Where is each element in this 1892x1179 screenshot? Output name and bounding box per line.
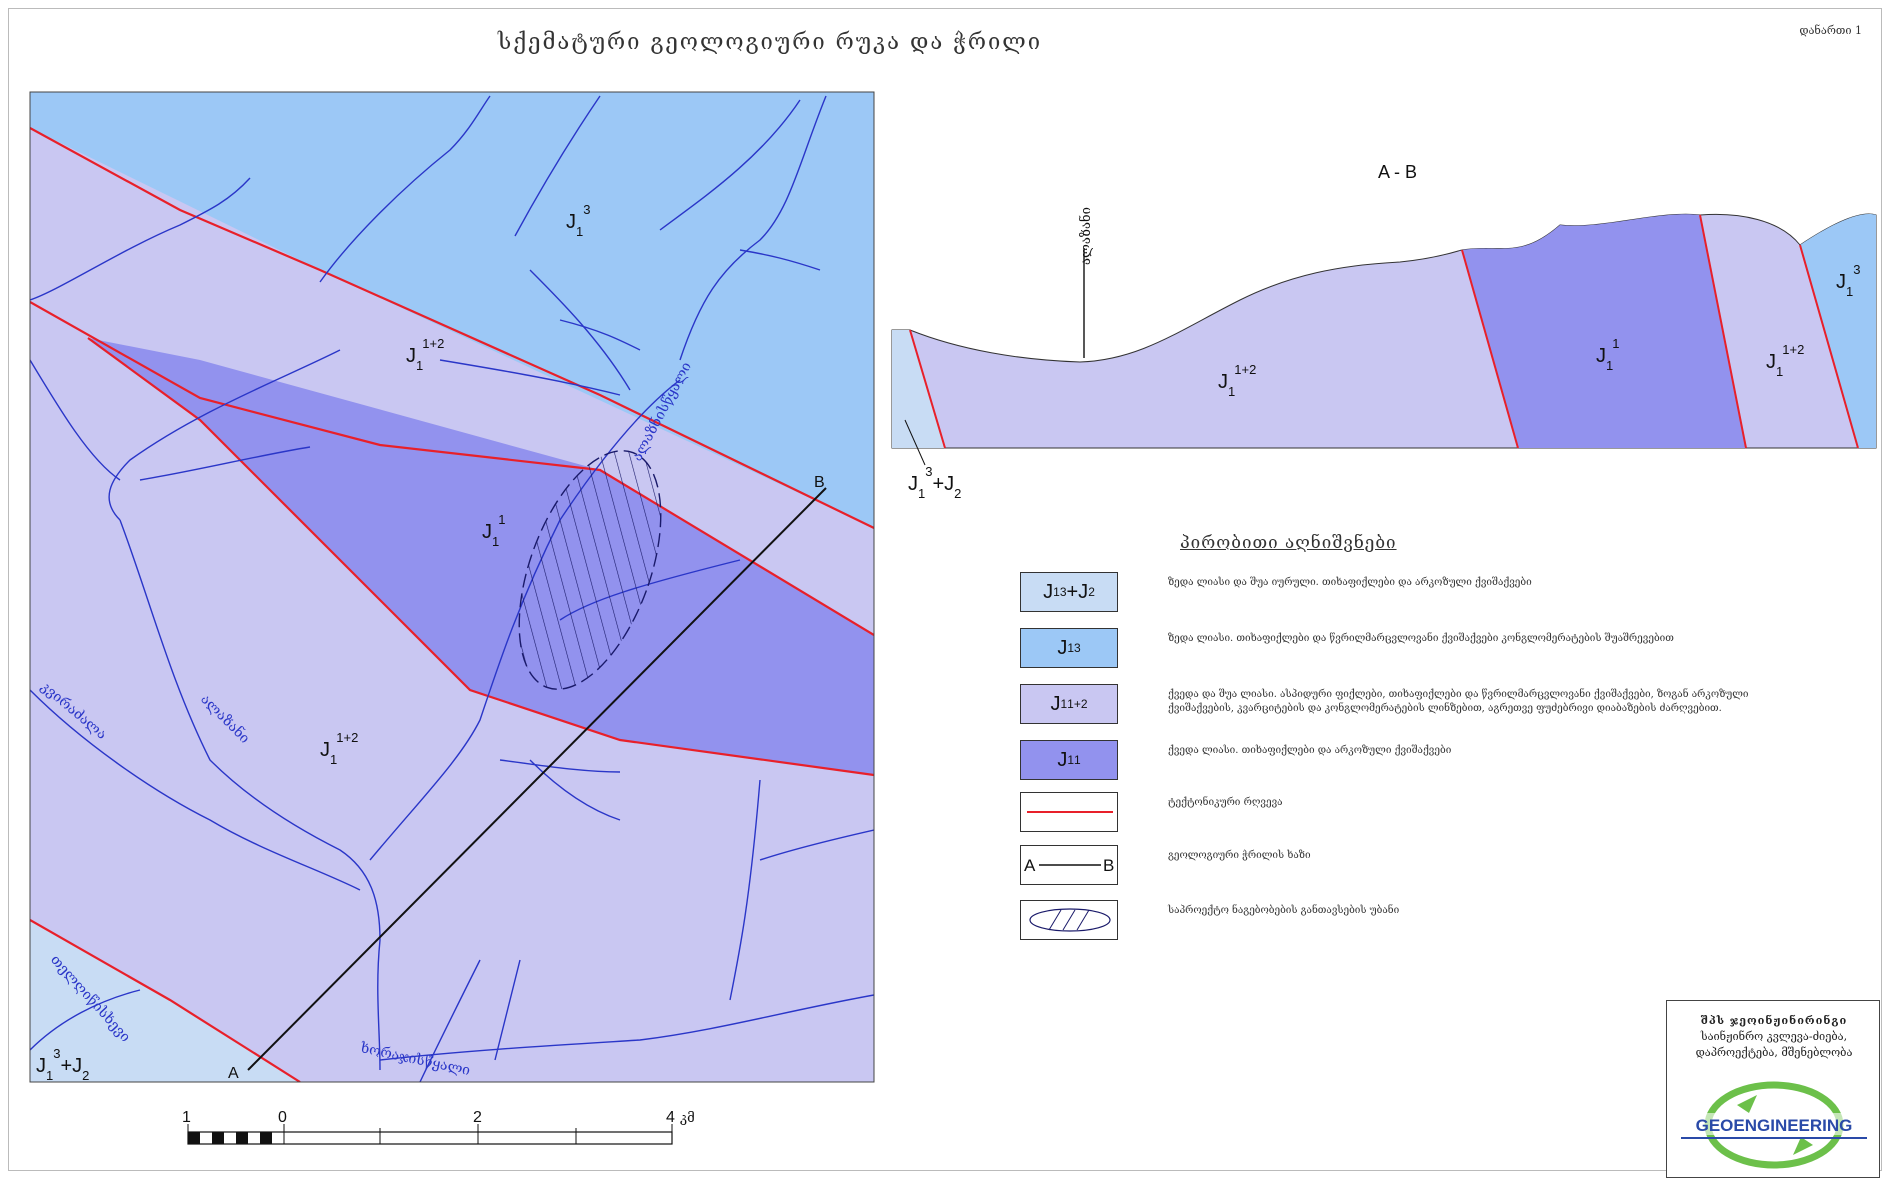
river — [30, 177, 251, 301]
svg-text:B: B — [1103, 856, 1114, 875]
river — [439, 359, 621, 396]
section-river-label: ალაზანი — [1078, 207, 1094, 265]
river-network — [30, 95, 874, 1082]
map-unit-j13 — [30, 92, 874, 528]
legend-item: A B გეოლოგიური ჭრილის ხაზი — [1020, 845, 1820, 889]
legend-text: ზედა ლიასი. თიხაფიქლები და წვრილმარცვლოვ… — [1168, 633, 1674, 644]
river — [679, 95, 827, 361]
river — [514, 95, 601, 237]
river — [108, 349, 341, 521]
section-unit-j13-j2 — [892, 330, 945, 448]
company-activity-1: საინჟინრო კვლევა-ძიება, — [1700, 1030, 1848, 1043]
legend-swatch-profile-line: A B — [1020, 845, 1118, 885]
river — [30, 359, 121, 481]
company-block: შპს ჯეოინჟინირინგი საინჟინრო კვლევა-ძიებ… — [1666, 1000, 1880, 1178]
fault-lines — [30, 127, 874, 1082]
annex-label: დანართი 1 — [1799, 24, 1862, 37]
section-title: A - B — [1378, 162, 1417, 182]
river — [529, 759, 621, 821]
section-unit-j13 — [1800, 214, 1876, 448]
profile-line-a-b — [247, 487, 827, 1071]
map-unit-j11 — [88, 338, 874, 775]
legend-swatch-j13-j2: J 1 3 +J 2 — [1020, 572, 1118, 612]
scale-tick-label: 2 — [473, 1109, 482, 1126]
label-point-b: B — [814, 474, 825, 491]
section-fault — [1461, 249, 1519, 449]
scale-unit: კმ — [680, 1111, 695, 1126]
section-unit-j11 — [1462, 214, 1746, 448]
river — [379, 994, 874, 1061]
scale-tick-label: 1 — [182, 1109, 191, 1126]
fault-line — [87, 337, 874, 777]
fault-line — [30, 919, 301, 1082]
river — [319, 95, 491, 283]
company-text: შპს ჯეოინჟინირინგი საინჟინრო კვლევა-ძიებ… — [1667, 1013, 1881, 1061]
fault-line — [30, 301, 874, 636]
legend-text: საპროექტო ნაგებობების განთავსების უბანი — [1168, 905, 1400, 916]
river — [369, 379, 681, 861]
section-fault — [1799, 244, 1859, 449]
legend-item: საპროექტო ნაგებობების განთავსების უბანი — [1020, 900, 1820, 944]
section-fault — [909, 329, 946, 449]
legend-text: ქვედა ლიასი. თიხაფიქლები და არკოზული ქვი… — [1168, 745, 1452, 756]
river — [119, 519, 381, 1071]
legend-title: პირობითი აღნიშვნები — [1180, 533, 1397, 553]
project-area-ellipse — [518, 450, 662, 690]
legend-item: ტექტონიკური რღვევა — [1020, 792, 1820, 836]
label-point-a: A — [228, 1065, 239, 1082]
legend-swatch-fault — [1020, 792, 1118, 832]
river — [759, 829, 874, 861]
river — [659, 99, 801, 231]
section-fault — [1699, 214, 1747, 449]
river — [419, 959, 481, 1082]
company-logo-text: GEOENGINEERING — [1696, 1116, 1853, 1135]
legend-text: გეოლოგიური ჭრილის ხაზი — [1168, 850, 1311, 861]
river — [559, 319, 641, 351]
scale-tick-label: 4 — [666, 1109, 675, 1126]
river — [494, 959, 521, 1061]
map-border — [29, 91, 875, 1083]
section-leader-line — [904, 419, 926, 466]
river — [30, 989, 141, 1051]
fault-line — [30, 127, 874, 529]
river — [30, 689, 361, 891]
river — [499, 759, 621, 773]
scale-tick-label: 0 — [278, 1109, 287, 1126]
cross-section: A - B ალაზანი J11+2 J11 J11+2 J13 J13+J2 — [891, 162, 1877, 501]
river — [529, 269, 631, 391]
legend-swatch-project-area — [1020, 900, 1118, 940]
page-title: სქემატური გეოლოგიური რუკა და ჭრილი — [497, 30, 1043, 55]
river — [729, 779, 761, 1001]
river — [139, 446, 311, 481]
svg-text:A: A — [1024, 856, 1036, 875]
scale-bar: 1 0 2 4 კმ — [182, 1109, 695, 1145]
page-frame — [8, 8, 1882, 1171]
section-label-j13-j2: J13+J2 — [908, 464, 961, 501]
legend-text: ტექტონიკური რღვევა — [1168, 797, 1283, 808]
legend-text: ზედა ლიასი და შუა იურული. თიხაფიქლები და… — [1168, 577, 1532, 588]
company-activity-2: დაპროექტება, მშენებლობა — [1695, 1046, 1853, 1059]
legend-item: J 1 3 +J 2 ზედა ლიასი და შუა იურული. თიხაფიქ… — [1020, 572, 1820, 616]
river — [739, 249, 821, 271]
map-unit-j13-j2 — [30, 920, 300, 1082]
legend-swatch-j11-2: J 1 1+2 — [1020, 684, 1118, 724]
legend-item: J 1 1+2 ქვედა და შუა ლიასი. ასპიდური ფიქლე… — [1020, 684, 1820, 728]
company-name: შპს ჯეოინჟინირინგი — [1700, 1014, 1848, 1027]
legend-text: ქვედა და შუა ლიასი. ასპიდური ფიქლები, თი… — [1168, 689, 1749, 714]
company-logo: GEOENGINEERING — [1681, 1081, 1867, 1169]
